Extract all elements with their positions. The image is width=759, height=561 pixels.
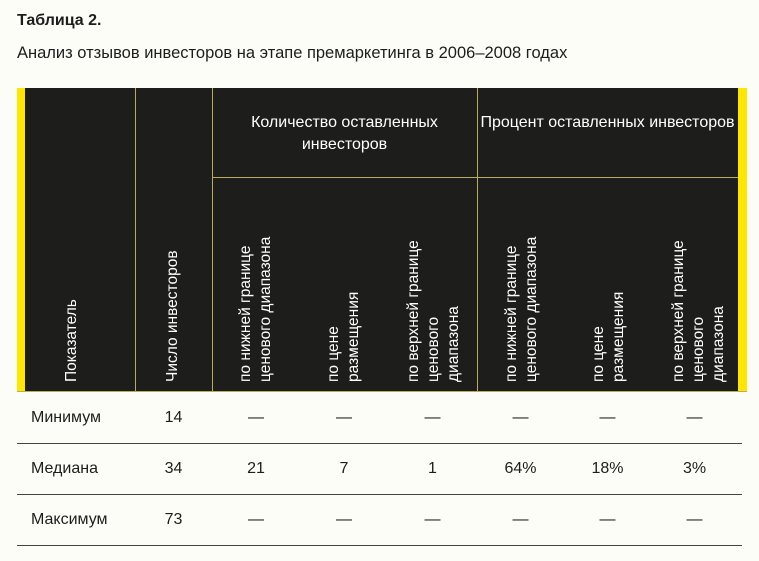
- table-cell: —: [424, 409, 441, 426]
- table-cell: —: [336, 409, 352, 426]
- table-cell: 73: [164, 511, 183, 528]
- header-sub-count-high: по верхней границе ценового диапазона: [405, 240, 462, 382]
- accent-bar-right: [738, 88, 747, 392]
- accent-bar-left: [17, 88, 25, 392]
- divider: [477, 88, 478, 392]
- divider: [17, 391, 747, 392]
- table-cell: —: [599, 511, 616, 528]
- table-cell: —: [512, 409, 529, 426]
- header-group-count: Количество оставленных инвесторов: [251, 114, 438, 153]
- table-cell: —: [512, 511, 529, 528]
- table-row: Медиана 34 21 7 1 64% 18% 3%: [17, 444, 742, 495]
- table-cell: 18%: [591, 460, 624, 477]
- table-cell: —: [248, 409, 264, 426]
- row-label: Минимум: [31, 409, 102, 426]
- table-cell: 1: [428, 460, 437, 477]
- table-title: Таблица 2.: [17, 12, 102, 29]
- table-cell: 34: [164, 460, 183, 477]
- row-label: Максимум: [31, 511, 108, 528]
- row-label: Медиана: [31, 460, 98, 477]
- header-sub-count-low: по нижней границе ценового диапазона: [237, 236, 274, 382]
- table-cell: —: [686, 409, 703, 426]
- table-row: Максимум 73 — — — — — —: [17, 495, 742, 546]
- table-row: Минимум 14 — — — — — —: [17, 393, 742, 444]
- header-group-percent: Процент оставленных инвесторов: [480, 114, 735, 131]
- table-cell: —: [248, 511, 264, 528]
- table-cell: —: [686, 511, 703, 528]
- table-cell: —: [424, 511, 441, 528]
- header-sub-pct-high: по верхней границе ценового диапазона: [670, 240, 727, 382]
- table-cell: 14: [164, 409, 183, 426]
- table-cell: 64%: [504, 460, 537, 477]
- table-header: [17, 88, 747, 392]
- header-investors: Число инвесторов: [164, 250, 181, 382]
- header-sub-pct-price: по цене размещения: [590, 291, 627, 382]
- header-indicator: Показатель: [63, 299, 80, 382]
- table-cell: 21: [247, 460, 265, 477]
- table-subtitle: Анализ отзывов инвесторов на этапе према…: [17, 44, 568, 62]
- header-sub-pct-low: по нижней границе ценового диапазона: [503, 236, 540, 382]
- table-cell: —: [336, 511, 352, 528]
- table-cell: —: [599, 409, 616, 426]
- header-sub-count-price: по цене размещения: [325, 291, 362, 382]
- divider: [212, 177, 738, 178]
- divider: [135, 88, 136, 392]
- table-cell: 7: [339, 460, 349, 477]
- table-cell: 3%: [682, 460, 707, 477]
- divider: [212, 88, 213, 392]
